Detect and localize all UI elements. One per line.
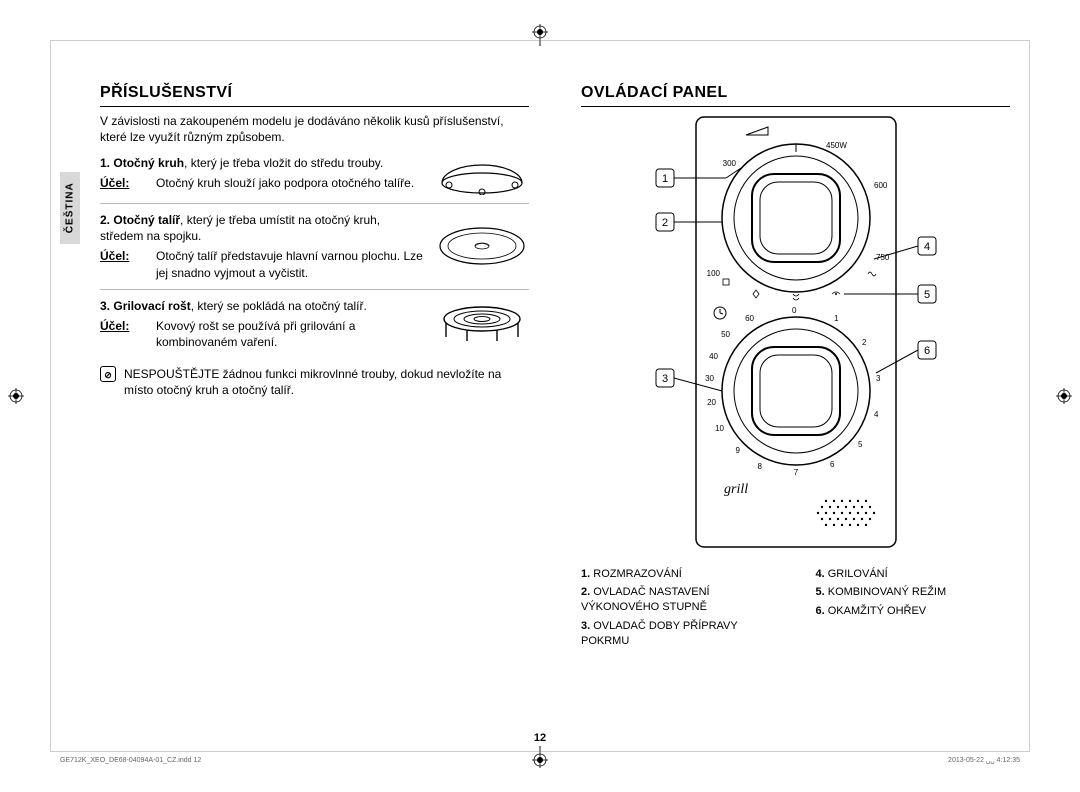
svg-text:9: 9 — [735, 446, 740, 455]
registration-mark-left — [8, 388, 24, 404]
control-panel-title: OVLÁDACÍ PANEL — [581, 82, 1010, 107]
registration-mark-top — [532, 24, 548, 40]
turntable-icon — [434, 212, 529, 281]
svg-text:1: 1 — [661, 173, 667, 185]
svg-text:5: 5 — [858, 440, 863, 449]
svg-text:50: 50 — [721, 330, 730, 339]
svg-text:grill: grill — [724, 482, 748, 497]
svg-text:60: 60 — [745, 314, 754, 323]
accessory-item: 3. Grilovací rošt, který se pokládá na o… — [100, 298, 529, 359]
svg-text:4: 4 — [874, 410, 879, 419]
svg-text:10: 10 — [715, 424, 724, 433]
prohibit-icon: ⊘ — [100, 366, 116, 382]
registration-mark-right — [1056, 388, 1072, 404]
language-tab-label: ČEŠTINA — [63, 183, 77, 234]
svg-text:20: 20 — [707, 398, 716, 407]
svg-text:450W: 450W — [826, 141, 847, 150]
accessory-item: 2. Otočný talíř, který je třeba umístit … — [100, 212, 529, 290]
purpose-label: Účel: — [100, 248, 156, 280]
svg-text:3: 3 — [661, 373, 667, 385]
svg-text:40: 40 — [709, 352, 718, 361]
control-panel-legend: 1. ROZMRAZOVÁNÍ 2. OVLADAČ NASTAVENÍ VÝK… — [581, 567, 1010, 653]
warning-text: NESPOUŠTĚJTE žádnou funkci mikrovlnné tr… — [124, 366, 529, 398]
center-tick — [539, 746, 541, 752]
accessories-title: PŘÍSLUŠENSTVÍ — [100, 82, 529, 107]
accessory-item: 1. Otočný kruh, který je třeba vložit do… — [100, 155, 529, 204]
svg-text:2: 2 — [862, 338, 867, 347]
svg-text:300: 300 — [722, 159, 736, 168]
grill-rack-icon — [434, 298, 529, 351]
registration-mark-bottom — [532, 752, 548, 768]
svg-text:1: 1 — [834, 314, 839, 323]
accessories-intro: V závislosti na zakoupeném modelu je dod… — [100, 113, 529, 145]
svg-text:30: 30 — [705, 374, 714, 383]
purpose-text: Otočný kruh slouží jako podpora otočného… — [156, 175, 414, 191]
svg-text:4: 4 — [923, 241, 929, 253]
svg-text:3: 3 — [876, 374, 881, 383]
purpose-text: Otočný talíř představuje hlavní varnou p… — [156, 248, 424, 280]
footer-timestamp: 2013-05-22 ␣␣ 4:12:35 — [948, 756, 1020, 764]
svg-text:0: 0 — [792, 306, 797, 315]
svg-text:8: 8 — [757, 462, 762, 471]
left-column: ČEŠTINA PŘÍSLUŠENSTVÍ V závislosti na za… — [90, 82, 555, 732]
purpose-text: Kovový rošt se používá při grilování a k… — [156, 318, 424, 350]
right-column: OVLÁDACÍ PANEL 100 — [555, 82, 1020, 732]
svg-text:6: 6 — [830, 460, 835, 469]
warning-note: ⊘ NESPOUŠTĚJTE žádnou funkci mikrovlnné … — [100, 366, 529, 398]
purpose-label: Účel: — [100, 318, 156, 350]
svg-text:100: 100 — [706, 269, 720, 278]
purpose-label: Účel: — [100, 175, 156, 191]
center-tick — [539, 40, 541, 46]
svg-text:5: 5 — [923, 289, 929, 301]
roller-ring-icon — [434, 155, 529, 195]
svg-text:6: 6 — [923, 345, 929, 357]
svg-text:2: 2 — [661, 217, 667, 229]
svg-text:600: 600 — [874, 181, 888, 190]
language-tab: ČEŠTINA — [60, 172, 80, 244]
footer-filename: GE712K_XEO_DE68-04094A-01_CZ.indd 12 — [60, 757, 201, 764]
control-panel-diagram: 100 300 450W 600 750 — [581, 113, 1010, 553]
svg-text:7: 7 — [793, 468, 798, 477]
page-number: 12 — [0, 732, 1080, 744]
